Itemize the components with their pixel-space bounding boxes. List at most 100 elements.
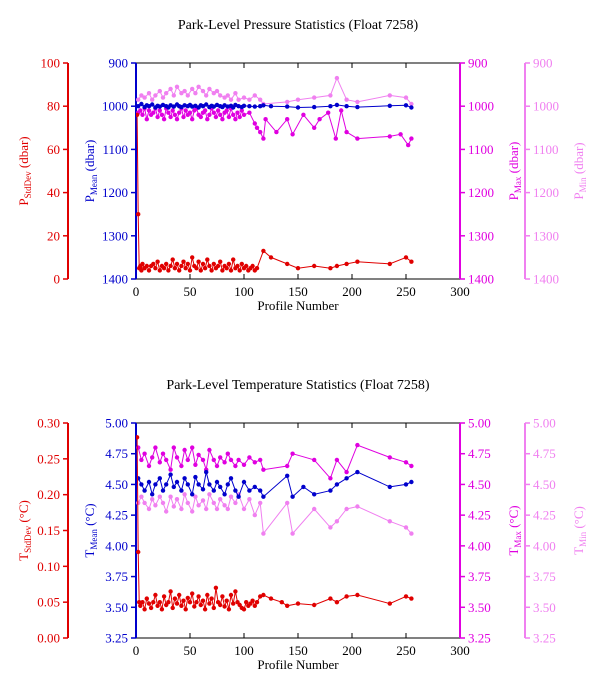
data-point-stddev [198, 268, 203, 273]
data-point-stddev [355, 592, 360, 598]
data-point-max [339, 108, 344, 113]
x-tick-label: 200 [342, 643, 362, 658]
data-point-max [146, 108, 152, 113]
data-point-max [409, 463, 414, 469]
y-tick-label: 4.75 [533, 446, 556, 461]
data-point-max [190, 445, 195, 450]
data-point-stddev [151, 261, 156, 267]
data-point-max [387, 455, 392, 460]
data-point-min [241, 95, 247, 100]
data-point-mean [200, 487, 206, 492]
data-point-stddev [207, 601, 212, 606]
data-point-stddev [218, 259, 223, 264]
data-point-max [220, 117, 225, 122]
data-point-stddev [166, 600, 171, 605]
data-point-min [207, 492, 212, 497]
y-tick-label: 40 [47, 185, 60, 200]
data-point-stddev [312, 263, 317, 269]
data-point-max [258, 129, 263, 135]
y-axis-label-main: P [571, 192, 586, 199]
data-point-min [258, 97, 263, 102]
data-point-max [174, 117, 180, 122]
data-point-min [409, 101, 414, 107]
data-point-min [261, 531, 266, 536]
data-point-mean [268, 104, 274, 109]
data-point-min [157, 88, 162, 94]
data-point-stddev [185, 595, 190, 601]
data-point-max [166, 110, 171, 115]
data-point-max [261, 467, 266, 472]
y-tick-label: 1400 [102, 272, 128, 287]
data-point-max [207, 112, 212, 118]
data-point-max [168, 114, 173, 120]
data-point-stddev [268, 596, 274, 601]
data-point-max [239, 108, 244, 113]
data-point-max [398, 132, 403, 137]
data-point-max [160, 451, 166, 456]
data-point-min [139, 93, 144, 98]
y-tick-label: 5.00 [105, 416, 128, 431]
y-tick-label: 1400 [468, 272, 494, 287]
data-point-stddev [179, 603, 184, 608]
data-point-stddev [190, 255, 195, 260]
data-point-mean [252, 484, 257, 490]
data-point-max [183, 108, 188, 113]
data-point-mean [171, 484, 176, 490]
data-point-min [328, 93, 333, 98]
data-point-mean [160, 488, 166, 493]
data-point-max [170, 108, 175, 113]
data-point-max [198, 114, 203, 120]
data-point-stddev [157, 600, 162, 605]
series-line-mean [137, 471, 412, 498]
data-point-stddev [192, 604, 197, 609]
y-tick-label: 1200 [102, 185, 128, 200]
data-point-stddev [224, 598, 229, 603]
data-point-mean [285, 104, 290, 109]
data-point-mean [190, 492, 195, 497]
data-point-max [157, 460, 162, 465]
data-point-min [355, 99, 360, 105]
y-axis-label-unit: (dbar) [82, 140, 97, 175]
y-tick-label: 1000 [468, 99, 494, 114]
data-point-min [334, 519, 340, 524]
data-point-max [258, 457, 263, 463]
data-point-min [218, 497, 223, 502]
y-tick-label: 1100 [533, 142, 559, 157]
data-point-max [333, 136, 338, 141]
data-point-max [171, 445, 176, 450]
data-point-mean [403, 482, 409, 487]
data-point-stddev [144, 596, 149, 601]
y-tick-label: 4.00 [105, 538, 128, 553]
y-axis-right-inner: 3.25 3.50 3.75 4.00 4.25 4.50 4.75 5.00 TMax (°C… [459, 416, 523, 646]
y-axis-label-main: P [82, 195, 97, 202]
data-point-mean [355, 469, 360, 475]
data-point-min [171, 504, 176, 509]
data-point-max [214, 463, 220, 469]
data-point-mean [328, 104, 333, 109]
data-point-stddev [153, 592, 158, 598]
data-point-min [196, 503, 201, 508]
data-point-min [160, 500, 166, 506]
data-point-max [236, 457, 241, 463]
data-point-max [247, 455, 252, 460]
y-axis-label-sub: Max [513, 531, 523, 548]
data-point-stddev [161, 594, 167, 599]
data-point-max [409, 136, 414, 141]
data-point-stddev [140, 261, 145, 267]
data-point-stddev [187, 600, 193, 605]
y-tick-label: 4.75 [105, 446, 128, 461]
y-tick-label: 3.50 [533, 600, 556, 615]
data-point-stddev [155, 259, 160, 264]
data-point-min [403, 95, 409, 100]
data-point-max [237, 114, 242, 120]
data-point-mean [252, 104, 257, 109]
data-point-stddev [228, 592, 234, 598]
series-line-min [137, 76, 412, 105]
data-point-mean [157, 476, 162, 481]
data-point-min [218, 93, 223, 98]
data-point-mean [261, 103, 266, 108]
data-point-stddev [144, 263, 149, 269]
data-point-max [174, 455, 180, 460]
data-point-min [211, 500, 216, 506]
